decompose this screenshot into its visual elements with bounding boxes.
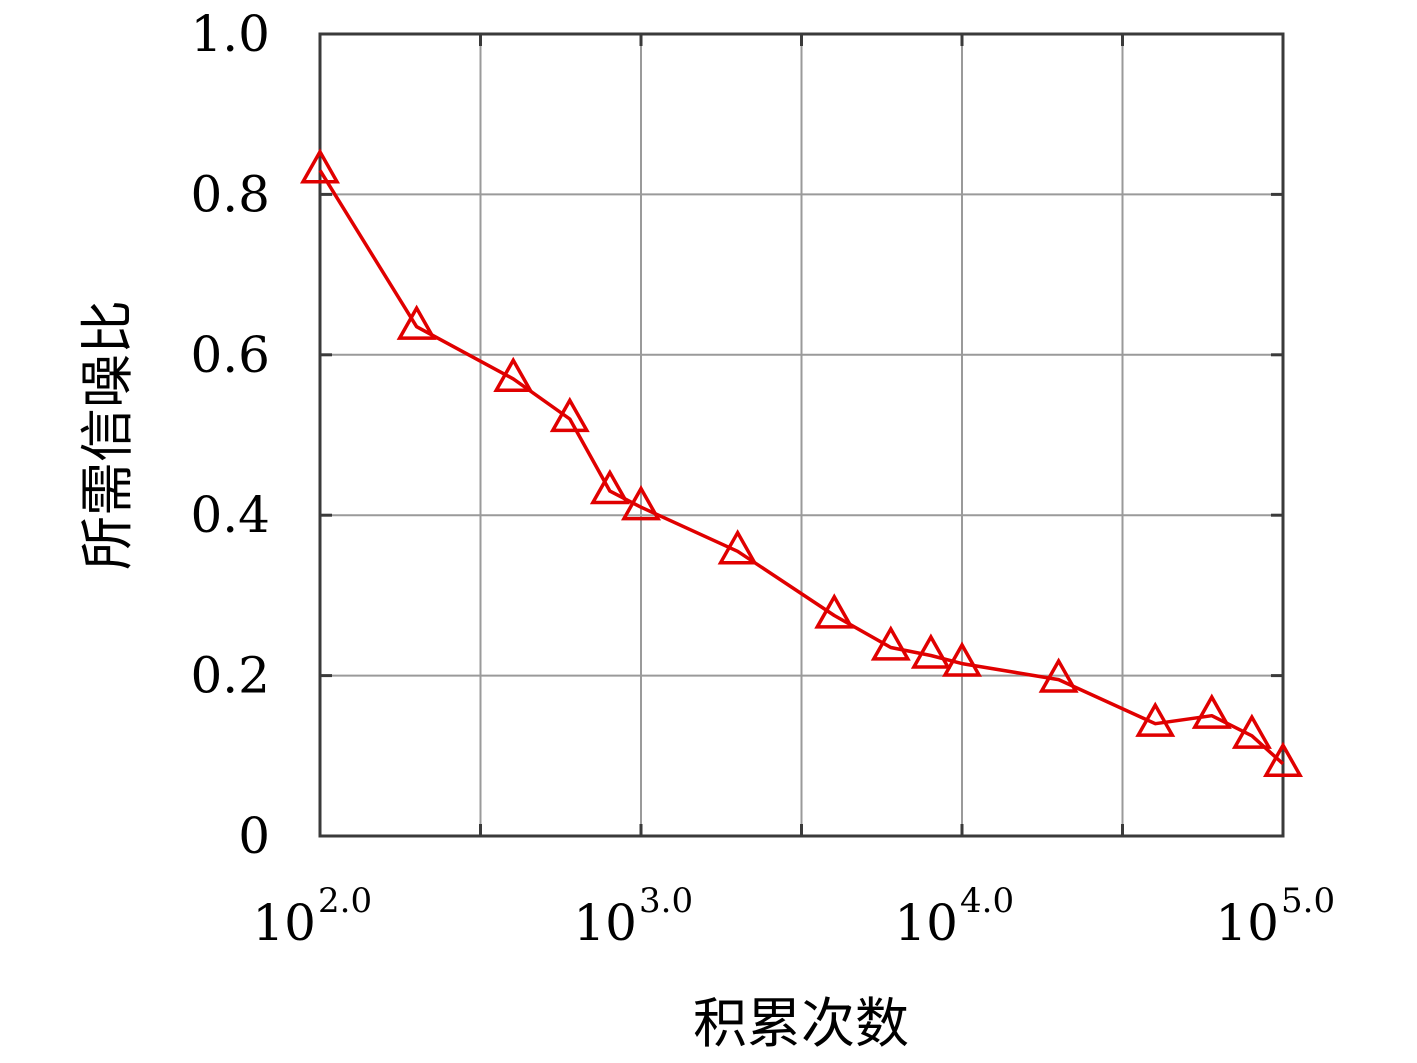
series-line <box>318 169 1285 766</box>
data-point-marker <box>910 633 951 669</box>
data-point-marker <box>1038 657 1079 693</box>
y-tick-label: 0.2 <box>190 647 270 705</box>
x-tick-label: 10 2.0 <box>252 881 372 952</box>
x-axis-title: 积累次数 <box>693 992 909 1055</box>
data-point-marker <box>717 529 758 565</box>
x-tick-label-base: 10 <box>573 894 637 952</box>
y-tick-label: 0.4 <box>190 486 270 544</box>
y-axis-title: 所需信噪比 <box>76 300 139 570</box>
y-tick-label: 0 <box>238 807 270 865</box>
y-tick-label: 0.6 <box>190 326 270 384</box>
grid-lines <box>320 34 1283 836</box>
data-point-marker <box>1231 713 1272 749</box>
data-point-marker <box>549 396 590 433</box>
x-tick-label-base: 10 <box>252 894 316 952</box>
series-group <box>299 148 1304 777</box>
x-tick-label: 10 4.0 <box>894 881 1014 952</box>
data-point-marker <box>396 304 437 340</box>
data-point-marker <box>1191 693 1232 729</box>
data-point-marker <box>870 625 911 661</box>
data-point-marker <box>620 485 662 521</box>
data-point-marker <box>1135 701 1176 737</box>
x-tick-labels: 10 2.0 10 3.0 10 4.0 10 5.0 <box>252 881 1335 952</box>
data-point-marker <box>1262 741 1304 777</box>
y-tick-label: 1.0 <box>190 5 270 63</box>
data-point-marker <box>299 148 341 184</box>
data-point-marker <box>941 641 983 677</box>
x-tick-label: 10 5.0 <box>1215 881 1335 952</box>
x-tick-label-base: 10 <box>1215 894 1279 952</box>
x-tick-label-exponent: 2.0 <box>318 881 372 921</box>
x-tick-label-exponent: 4.0 <box>960 881 1014 921</box>
axis-ticks <box>320 34 1283 836</box>
data-point-marker <box>589 468 630 505</box>
x-tick-label-exponent: 5.0 <box>1281 881 1335 921</box>
data-point-marker <box>814 593 855 629</box>
y-tick-labels: 0 0.2 0.4 0.6 0.8 1.0 <box>190 5 270 865</box>
y-tick-label: 0.8 <box>190 165 270 223</box>
data-point-marker <box>493 356 534 393</box>
x-tick-label: 10 3.0 <box>573 881 693 952</box>
x-tick-label-exponent: 3.0 <box>639 881 693 921</box>
x-tick-label-base: 10 <box>894 894 958 952</box>
